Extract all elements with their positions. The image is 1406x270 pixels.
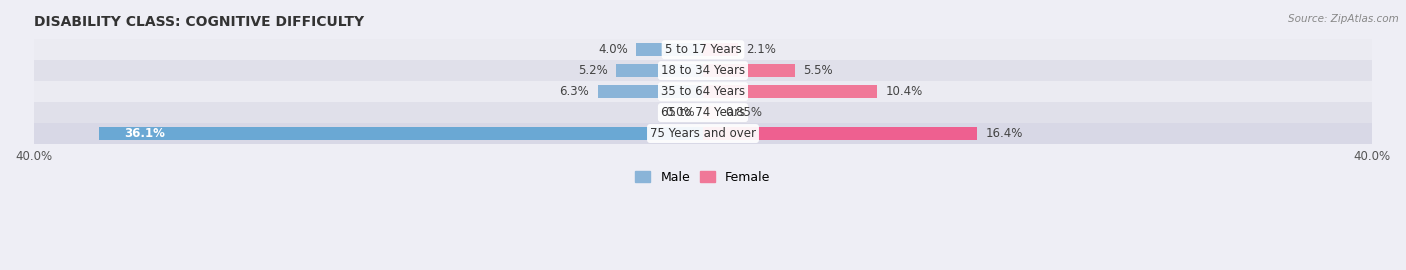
- Text: 0.0%: 0.0%: [665, 106, 695, 119]
- Text: 65 to 74 Years: 65 to 74 Years: [661, 106, 745, 119]
- Text: Source: ZipAtlas.com: Source: ZipAtlas.com: [1288, 14, 1399, 23]
- Bar: [34, 81, 1372, 102]
- Bar: [34, 39, 1372, 60]
- Bar: [616, 64, 703, 77]
- Bar: [703, 106, 717, 119]
- Text: 18 to 34 Years: 18 to 34 Years: [661, 64, 745, 77]
- Bar: [703, 43, 738, 56]
- Text: 6.3%: 6.3%: [560, 85, 589, 98]
- Text: 35 to 64 Years: 35 to 64 Years: [661, 85, 745, 98]
- Bar: [598, 85, 703, 98]
- Text: 75 Years and over: 75 Years and over: [650, 127, 756, 140]
- Text: 10.4%: 10.4%: [886, 85, 922, 98]
- Bar: [34, 60, 1372, 81]
- Text: 0.85%: 0.85%: [725, 106, 762, 119]
- Text: 5.5%: 5.5%: [803, 64, 832, 77]
- Bar: [34, 102, 1372, 123]
- Text: 5.2%: 5.2%: [578, 64, 607, 77]
- Bar: [636, 43, 703, 56]
- Bar: [98, 127, 703, 140]
- Legend: Male, Female: Male, Female: [630, 166, 776, 189]
- Text: 4.0%: 4.0%: [598, 43, 627, 56]
- Text: 36.1%: 36.1%: [124, 127, 165, 140]
- Text: 5 to 17 Years: 5 to 17 Years: [665, 43, 741, 56]
- Bar: [703, 85, 877, 98]
- Text: 2.1%: 2.1%: [747, 43, 776, 56]
- Text: 16.4%: 16.4%: [986, 127, 1024, 140]
- Text: DISABILITY CLASS: COGNITIVE DIFFICULTY: DISABILITY CLASS: COGNITIVE DIFFICULTY: [34, 15, 364, 29]
- Bar: [703, 127, 977, 140]
- Bar: [703, 64, 794, 77]
- Bar: [34, 123, 1372, 144]
